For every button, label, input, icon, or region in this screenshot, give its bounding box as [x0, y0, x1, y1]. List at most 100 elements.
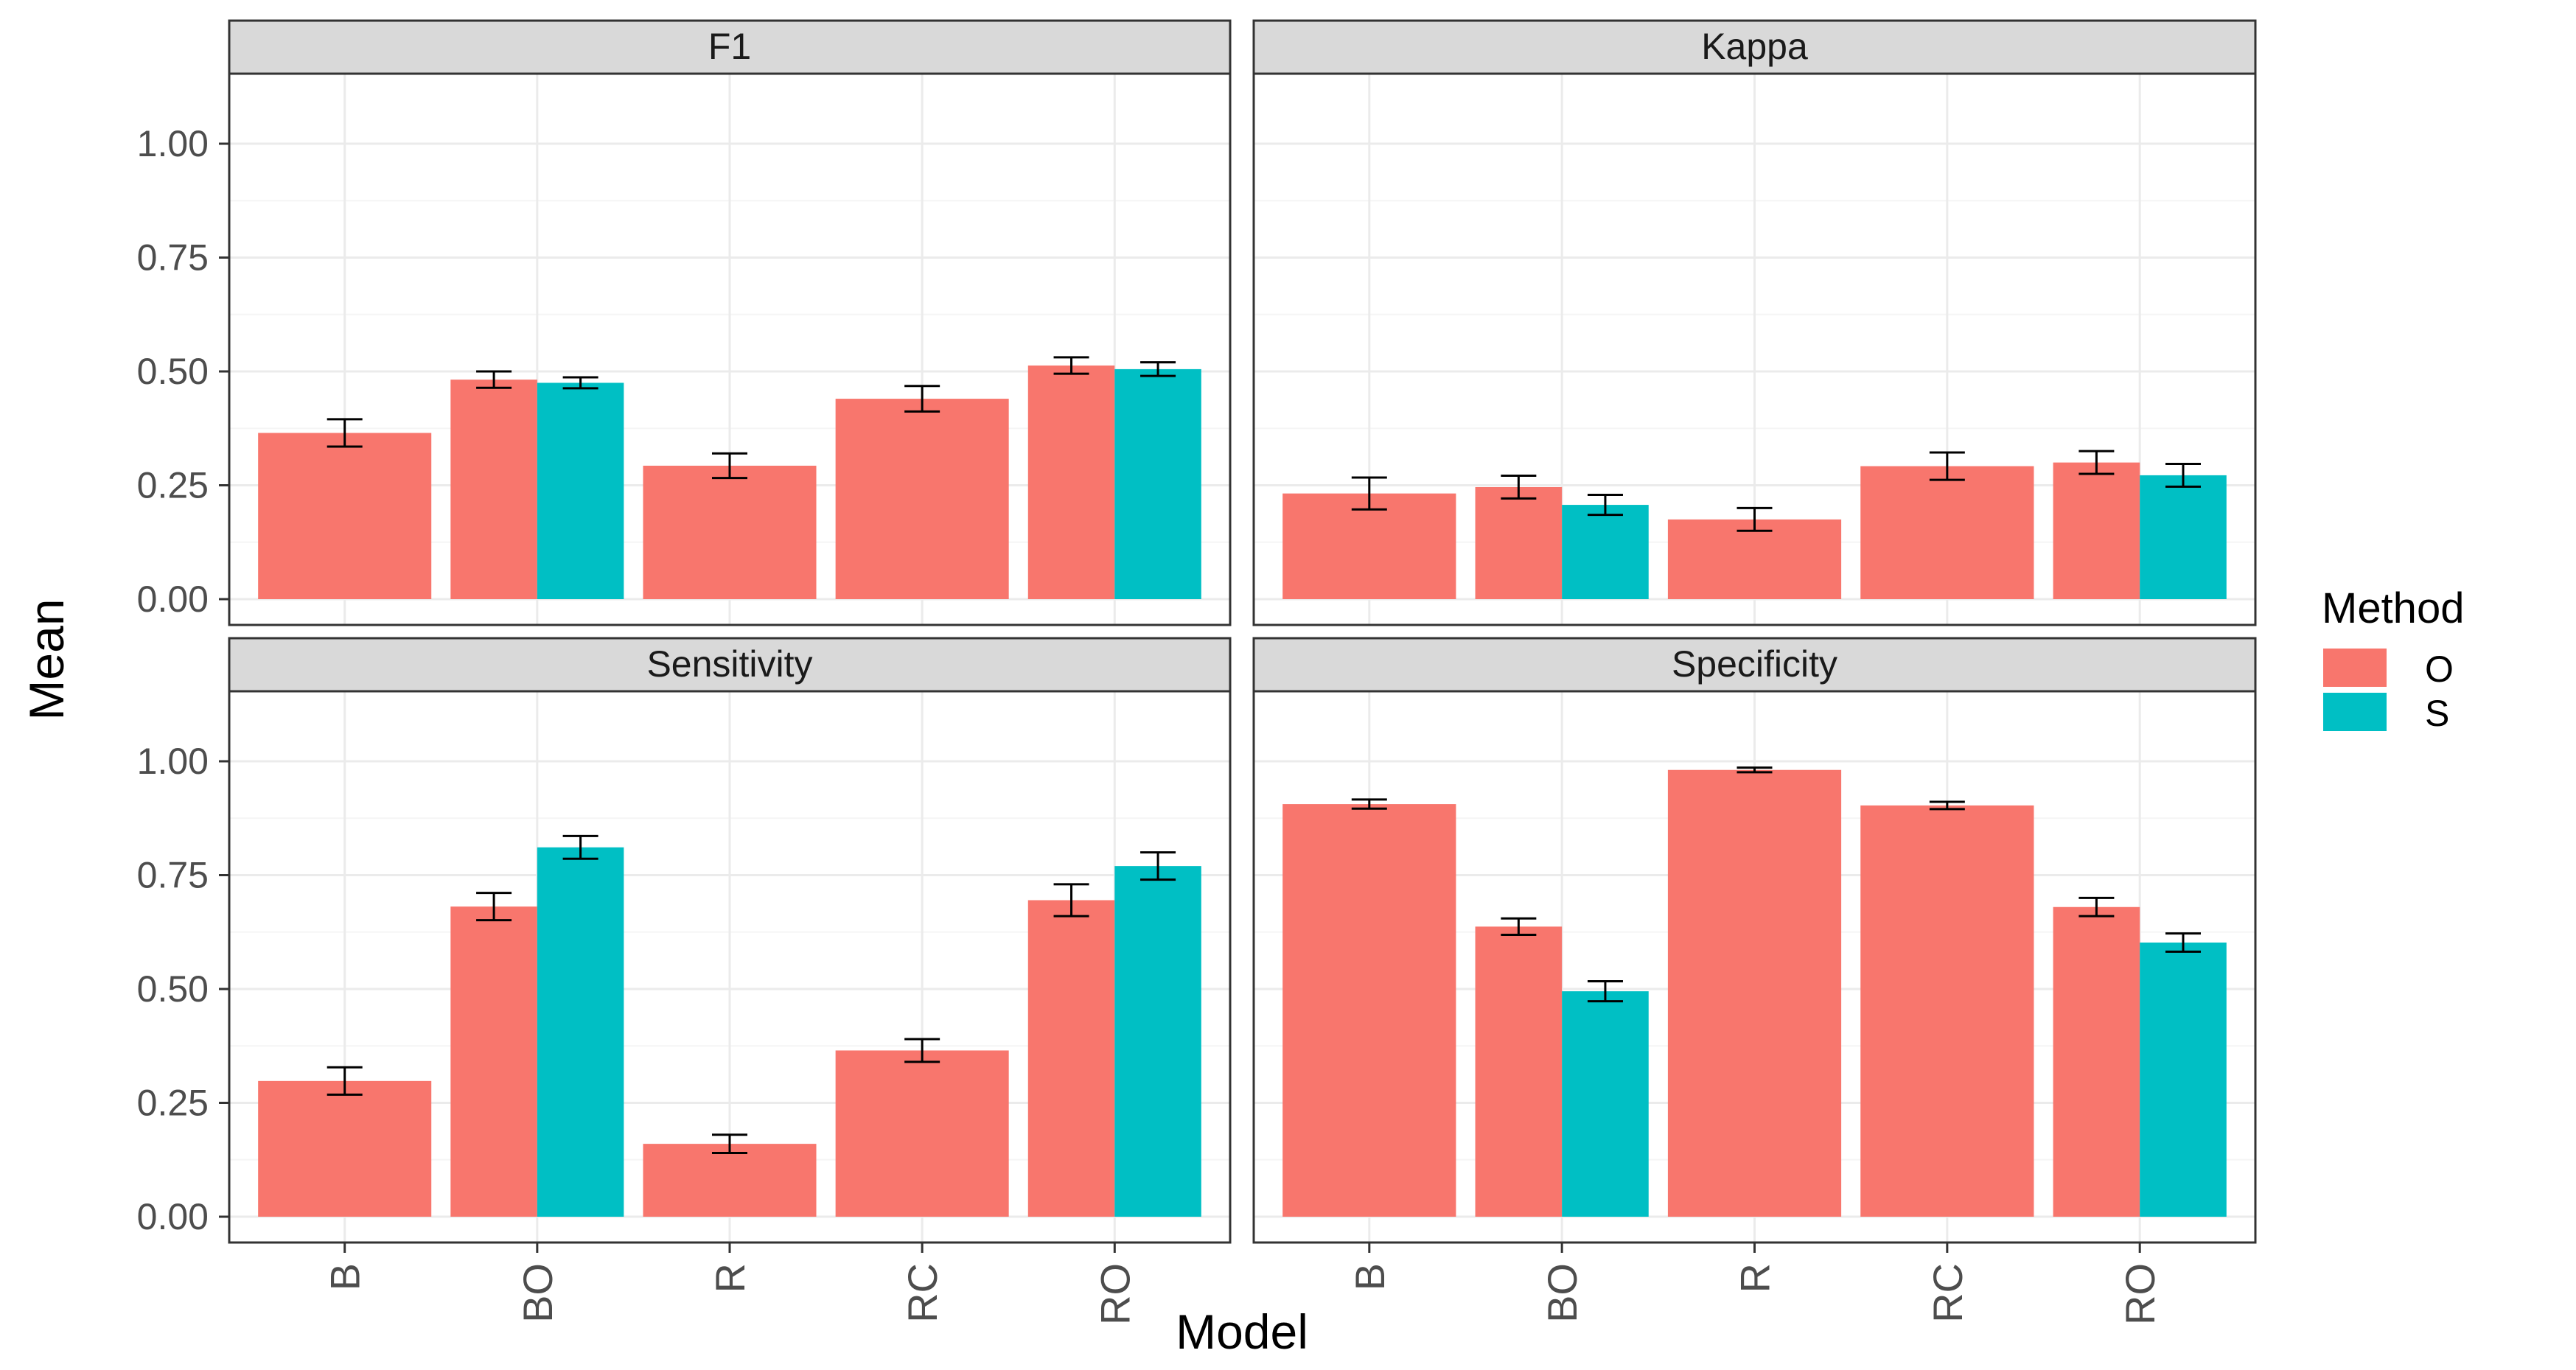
- bar-f1-bo-o: [450, 380, 537, 599]
- panel-strip-sensitivity: [228, 637, 1232, 693]
- legend-label-s: S: [2425, 693, 2449, 734]
- panel-border-f1: [228, 72, 1232, 626]
- error-bar-f1-ro-o: [1053, 356, 1089, 375]
- bar-sensitivity-bo-s: [537, 847, 624, 1217]
- y-tick-label: 1.00: [137, 741, 209, 782]
- bar-specificity-rc-o: [1860, 805, 2034, 1217]
- error-bar-f1-bo-s: [562, 376, 598, 390]
- error-bar-f1-r-o: [712, 452, 747, 480]
- y-tick-label: 0.25: [137, 1083, 209, 1124]
- error-bar-specificity-b-o: [1351, 798, 1387, 810]
- panel-title-f1: F1: [708, 26, 751, 67]
- error-bar-kappa-ro-o: [2078, 450, 2115, 475]
- bar-kappa-b-o: [1282, 493, 1456, 599]
- bar-kappa-ro-o: [2053, 462, 2140, 599]
- x-tick-label: R: [1732, 1263, 1779, 1293]
- bar-specificity-ro-o: [2053, 906, 2140, 1217]
- bar-kappa-rc-o: [1860, 466, 2034, 599]
- error-bar-sensitivity-bo-s: [562, 834, 598, 860]
- panel-specificity: Specificity B BO R RC RO: [1252, 637, 2257, 1325]
- error-bar-f1-rc-o: [904, 385, 940, 413]
- x-tick-label: RO: [2117, 1263, 2163, 1325]
- panel-strip-f1: [228, 19, 1232, 75]
- y-axis-title: Mean: [19, 598, 74, 720]
- y-tick-label: 0.00: [137, 579, 209, 620]
- y-tick-label: 0.00: [137, 1196, 209, 1237]
- error-bar-kappa-bo-s: [1587, 493, 1623, 517]
- error-bar-specificity-ro-s: [2165, 932, 2201, 953]
- x-tick-label: RC: [899, 1263, 946, 1323]
- panel-title-specificity: Specificity: [1672, 643, 1837, 685]
- panel-kappa: Kappa: [1252, 19, 2257, 626]
- error-bar-sensitivity-bo-o: [476, 892, 512, 922]
- y-tick-label: 0.25: [137, 465, 209, 506]
- bar-sensitivity-b-o: [258, 1080, 432, 1217]
- panels-layer: F1 0.00 0.25 0.50 0.75 1.00 Kappa Sensitivity 0.…: [137, 19, 2257, 1325]
- legend-label-o: O: [2425, 649, 2454, 690]
- error-bar-sensitivity-ro-o: [1053, 883, 1089, 918]
- panel-border-kappa: [1252, 72, 2257, 626]
- legend-key-s: [2323, 693, 2387, 731]
- error-bar-sensitivity-r-o: [712, 1133, 747, 1154]
- x-tick-label: BO: [514, 1263, 561, 1323]
- bar-sensitivity-ro-s: [1114, 866, 1201, 1217]
- y-tick-label: 0.75: [137, 237, 209, 279]
- error-bar-f1-bo-o: [476, 370, 512, 389]
- error-bar-specificity-ro-o: [2078, 896, 2115, 918]
- panel-f1: F1 0.00 0.25 0.50 0.75 1.00: [137, 19, 1232, 626]
- x-tick-label: B: [322, 1263, 369, 1290]
- y-tick-label: 1.00: [137, 123, 209, 164]
- x-tick-label: RO: [1092, 1263, 1138, 1325]
- error-bar-specificity-bo-s: [1587, 979, 1623, 1003]
- error-bar-sensitivity-b-o: [327, 1066, 363, 1096]
- bar-sensitivity-ro-o: [1027, 900, 1115, 1217]
- bar-sensitivity-bo-o: [450, 906, 537, 1217]
- legend-key-o: [2323, 649, 2387, 687]
- y-tick-label: 0.75: [137, 855, 209, 896]
- x-tick-label: RC: [1924, 1263, 1971, 1323]
- bar-specificity-bo-s: [1562, 991, 1649, 1217]
- panel-sensitivity: Sensitivity 0.00 0.25 0.50 0.75 1.00 B BO R RC RO: [137, 637, 1232, 1325]
- x-tick-label: R: [707, 1263, 753, 1293]
- legend: Method O S: [2322, 584, 2464, 734]
- panel-strip-specificity: [1252, 637, 2257, 693]
- x-tick-label: B: [1347, 1263, 1393, 1290]
- error-bar-kappa-ro-s: [2165, 462, 2201, 488]
- y-tick-label: 0.50: [137, 351, 209, 392]
- error-bar-f1-ro-s: [1140, 361, 1176, 377]
- bar-sensitivity-rc-o: [835, 1050, 1009, 1217]
- error-bar-specificity-rc-o: [1929, 800, 1965, 811]
- bar-kappa-bo-s: [1562, 505, 1649, 599]
- bar-f1-b-o: [258, 433, 432, 599]
- error-bar-specificity-bo-o: [1501, 917, 1537, 936]
- bar-specificity-b-o: [1282, 804, 1456, 1217]
- bar-sensitivity-r-o: [643, 1144, 817, 1217]
- legend-title: Method: [2322, 584, 2464, 632]
- bar-specificity-ro-s: [2140, 942, 2227, 1217]
- panel-title-sensitivity: Sensitivity: [646, 643, 812, 685]
- error-bar-kappa-bo-o: [1501, 475, 1537, 500]
- panel-strip-kappa: [1252, 19, 2257, 75]
- error-bar-kappa-b-o: [1351, 476, 1387, 511]
- bar-f1-bo-s: [537, 382, 624, 599]
- bar-f1-rc-o: [835, 399, 1009, 599]
- error-bar-kappa-r-o: [1736, 506, 1773, 532]
- error-bar-sensitivity-rc-o: [904, 1038, 940, 1063]
- bar-specificity-r-o: [1667, 769, 1842, 1217]
- bar-kappa-r-o: [1667, 519, 1842, 599]
- x-tick-label: BO: [1539, 1263, 1585, 1323]
- bar-f1-r-o: [643, 465, 817, 599]
- bar-kappa-ro-s: [2140, 475, 2227, 599]
- error-bar-sensitivity-ro-s: [1140, 851, 1176, 881]
- bar-f1-ro-s: [1114, 368, 1201, 599]
- error-bar-kappa-rc-o: [1929, 451, 1965, 481]
- bar-kappa-bo-o: [1475, 486, 1563, 599]
- panel-title-kappa: Kappa: [1701, 26, 1808, 67]
- error-bar-f1-b-o: [327, 418, 363, 448]
- bar-specificity-bo-o: [1475, 926, 1563, 1217]
- error-bar-specificity-r-o: [1736, 766, 1773, 774]
- bar-f1-ro-o: [1027, 365, 1115, 599]
- y-tick-label: 0.50: [137, 968, 209, 1010]
- x-axis-title: Model: [1176, 1304, 1308, 1359]
